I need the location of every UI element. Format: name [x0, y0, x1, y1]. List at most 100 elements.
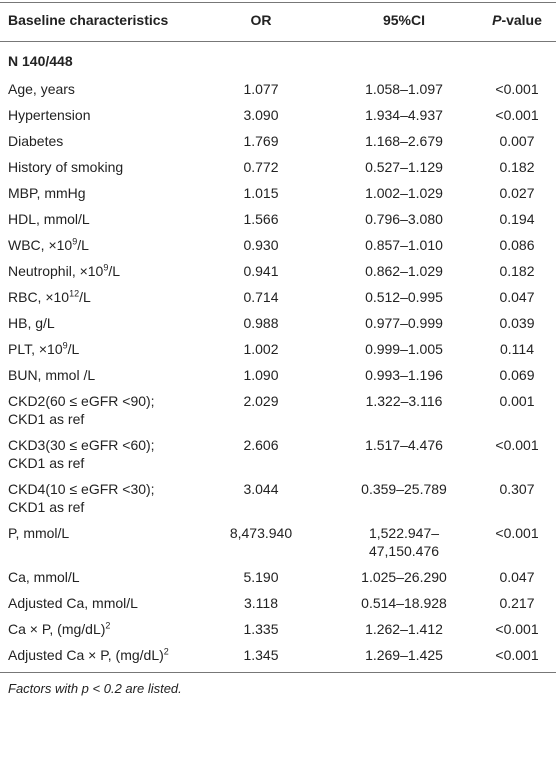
row-label: CKD4(10 ≤ eGFR <30); CKD1 as ref	[8, 481, 155, 515]
table-container: Baseline characteristics OR 95%CI P-value N…	[0, 2, 556, 696]
cell-text: Ca × P, (mg/dL)	[8, 621, 106, 637]
cell-text: Adjusted Ca × P, (mg/dL)	[8, 647, 164, 663]
cell: 0.796–3.080	[365, 211, 443, 227]
table-row: P, mmol/L 8,473.940 1,522.947–47,150.476 <0…	[0, 520, 556, 564]
row-label: CKD2(60 ≤ eGFR <90); CKD1 as ref	[8, 393, 155, 427]
cell-text: PLT, ×10	[8, 341, 63, 357]
row-label: HB, g/L	[8, 315, 55, 331]
header-cell: P-value	[476, 3, 556, 42]
cell: 2.606	[243, 437, 279, 453]
group-row: N 140/448	[0, 42, 556, 77]
cell: 0.069	[499, 367, 535, 383]
table-row: Adjusted Ca, mmol/L 3.118 0.514–18.928 0.21…	[0, 590, 556, 616]
header-cell: 95%CI	[382, 12, 426, 28]
cell: <0.001	[495, 525, 539, 541]
cell: 1.345	[243, 647, 279, 663]
cell-text: Neutrophil, ×10	[8, 263, 104, 279]
row-label: BUN, mmol /L	[8, 367, 96, 383]
row-label: Adjusted Ca, mmol/L	[8, 595, 138, 611]
table-row: MBP, mmHg 1.015 1.002–1.029 0.027	[0, 180, 556, 206]
cell: 0.857–1.010	[365, 237, 443, 253]
cell: <0.001	[495, 437, 539, 453]
row-label: History of smoking	[8, 159, 124, 175]
cell: 1.934–4.937	[365, 107, 443, 123]
cell-text: RBC, ×10	[8, 289, 70, 305]
cell: 0.007	[499, 133, 535, 149]
cell: <0.001	[495, 107, 539, 123]
cell-text: /L	[77, 237, 89, 253]
table-row: BUN, mmol /L 1.090 0.993–1.196 0.069	[0, 362, 556, 388]
cell-text: 9	[72, 236, 78, 247]
table-row: CKD3(30 ≤ eGFR <60); CKD1 as ref 2.606 1.5…	[0, 432, 556, 476]
cell: 1.090	[243, 367, 279, 383]
table-row: Ca × P, (mg/dL)2 1.335 1.262–1.412 <0.001	[0, 616, 556, 642]
cell: 0.999–1.005	[365, 341, 443, 357]
cell: 1,522.947–47,150.476	[368, 525, 440, 559]
cell: 3.090	[243, 107, 279, 123]
table-row: Adjusted Ca × P, (mg/dL)2 1.345 1.269–1.42…	[0, 642, 556, 673]
cell: 0.047	[499, 569, 535, 585]
cell: 1.058–1.097	[365, 81, 443, 97]
table-body: N 140/448 Age, years 1.077 1.058–1.097 <0.00…	[0, 42, 556, 673]
cell: 0.772	[243, 159, 279, 175]
cell: 0.001	[499, 393, 535, 409]
cell: <0.001	[495, 647, 539, 663]
row-label: Ca × P, (mg/dL)2	[0, 616, 190, 642]
cell: 5.190	[243, 569, 279, 585]
cell: 0.993–1.196	[365, 367, 443, 383]
cell: 1.025–26.290	[361, 569, 447, 585]
cell: 1.769	[243, 133, 279, 149]
cell: 0.114	[500, 341, 534, 357]
cell: 0.039	[499, 315, 535, 331]
row-label: P, mmol/L	[8, 525, 70, 541]
cell: 0.182	[499, 263, 535, 279]
cell: 1.566	[243, 211, 279, 227]
cell: 1.002–1.029	[365, 185, 443, 201]
table-row: RBC, ×1012/L 0.714 0.512–0.995 0.047	[0, 284, 556, 310]
cell: 0.027	[499, 185, 535, 201]
header-row: Baseline characteristics OR 95%CI P-value	[0, 2, 556, 42]
cell: 0.862–1.029	[365, 263, 443, 279]
row-label: PLT, ×109/L	[0, 336, 190, 362]
cell-text: 2	[163, 646, 169, 657]
cell: 0.359–25.789	[361, 481, 447, 497]
row-label: Ca, mmol/L	[8, 569, 80, 585]
cell: 0.941	[243, 263, 279, 279]
row-label: Adjusted Ca × P, (mg/dL)2	[0, 642, 190, 673]
cell: 3.118	[244, 595, 278, 611]
table-header: Baseline characteristics OR 95%CI P-value	[0, 2, 556, 42]
table-row: CKD4(10 ≤ eGFR <30); CKD1 as ref 3.044 0.3…	[0, 476, 556, 520]
cell-text: 9	[62, 340, 68, 351]
header-cell: OR	[250, 12, 272, 28]
table-row: Age, years 1.077 1.058–1.097 <0.001	[0, 76, 556, 102]
row-label: Diabetes	[8, 133, 64, 149]
cell: 0.086	[499, 237, 535, 253]
cell: 1.517–4.476	[365, 437, 443, 453]
table-row: Ca, mmol/L 5.190 1.025–26.290 0.047	[0, 564, 556, 590]
cell-text: -value	[501, 12, 542, 28]
cell: 0.047	[499, 289, 535, 305]
table-row: History of smoking 0.772 0.527–1.129 0.182	[0, 154, 556, 180]
cell: 1.335	[243, 621, 279, 637]
row-label: RBC, ×1012/L	[0, 284, 190, 310]
cell-text: /L	[108, 263, 121, 279]
row-label: WBC, ×109/L	[0, 232, 190, 258]
cell-text: 12	[69, 288, 80, 299]
cell: 8,473.940	[229, 525, 293, 541]
row-label: MBP, mmHg	[8, 185, 86, 201]
cell: <0.001	[495, 81, 539, 97]
cell: 0.977–0.999	[365, 315, 443, 331]
cell: 1.077	[243, 81, 279, 97]
table-row: HB, g/L 0.988 0.977–0.999 0.039	[0, 310, 556, 336]
cell: 0.307	[499, 481, 535, 497]
table-row: Hypertension 3.090 1.934–4.937 <0.001	[0, 102, 556, 128]
cell: 0.527–1.129	[365, 159, 443, 175]
table-row: Neutrophil, ×109/L 0.941 0.862–1.029 0.182	[0, 258, 556, 284]
cell: 1.002	[243, 341, 279, 357]
cell: 0.194	[499, 211, 535, 227]
cell-text: P	[492, 12, 502, 28]
table-row: HDL, mmol/L 1.566 0.796–3.080 0.194	[0, 206, 556, 232]
row-label: Neutrophil, ×109/L	[0, 258, 190, 284]
cell: 1.322–3.116	[365, 393, 443, 409]
